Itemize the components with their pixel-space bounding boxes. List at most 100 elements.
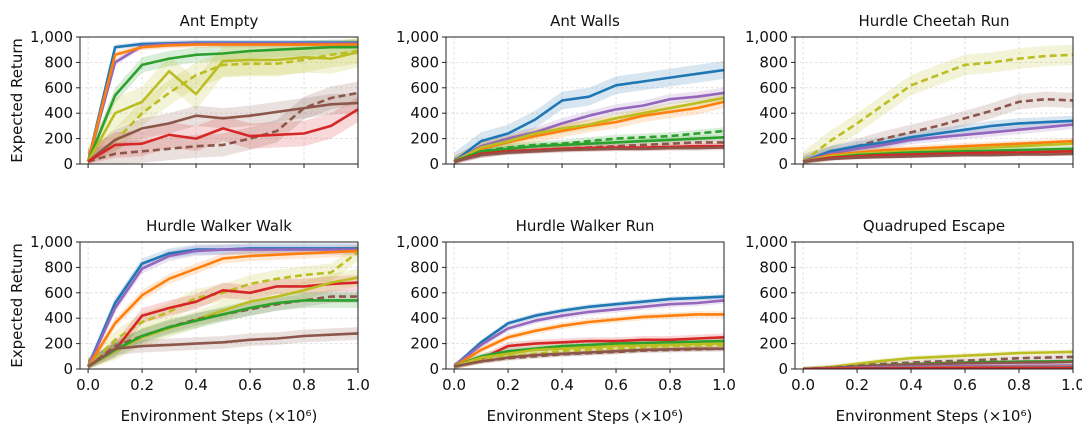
panel-5: 0 200 400 600 800 1,000 0.0 0.2 0.4 0.6 0.8 1.0 Hurd… [396,217,736,425]
confidence-band-olive_dashed [88,38,358,164]
panel-title: Hurdle Cheetah Run [859,12,1010,30]
panel-title: Hurdle Walker Walk [146,217,292,235]
series-line-brown_dashed [87,91,358,163]
x-axis-title: Environment Steps (×10⁶) [836,407,1033,425]
x-tick-label: 0.4 [899,376,923,394]
panel-title: Quadruped Escape [863,217,1005,235]
x-tick-label: 1.0 [712,376,736,394]
series-group [803,349,1073,369]
y-tick-label: 400 [759,104,788,122]
x-tick-label: 0.0 [442,376,466,394]
x-axis-title: Environment Steps (×10⁶) [487,407,684,425]
y-tick-label: 400 [759,309,788,327]
y-tick-label: 1,000 [745,28,788,46]
y-tick-label: 200 [410,335,439,353]
series-line-brown [87,332,358,368]
panel-3: 0 200 400 600 800 1,000 Hurdle Cheetah Run [745,12,1074,173]
y-tick-label: 0 [429,360,439,378]
y-axis-title: Expected Return [8,243,26,368]
plot-frame [79,36,359,165]
panel-2: 0 200 400 600 800 1,000 Ant Walls [396,12,725,173]
y-tick-label: 200 [759,130,788,148]
panel-title: Ant Walls [550,12,620,30]
series-line-olive [453,96,724,163]
y-tick-label: 800 [410,258,439,276]
confidence-band-olive_dashed [88,243,358,369]
y-axis-title: Expected Return [8,38,26,163]
y-tick-label: 1,000 [30,28,73,46]
x-axis-title: Environment Steps (×10⁶) [121,407,318,425]
series-line-brown [453,146,724,163]
y-tick-label: 800 [759,53,788,71]
series-line-brown [802,152,1073,163]
y-tick-label: 0 [63,155,73,173]
y-tick-label: 0 [778,360,788,378]
series-line-red [87,281,358,368]
confidence-band-blue [454,61,724,164]
x-tick-label: 0.2 [845,376,869,394]
y-tick-label: 200 [759,335,788,353]
y-tick-label: 400 [410,104,439,122]
y-tick-label: 1,000 [30,233,73,251]
confidence-band-brown_dashed [88,290,358,369]
x-tick-label: 1.0 [1061,376,1082,394]
x-tick-label: 0.0 [76,376,100,394]
series-line-blue [453,295,724,368]
panel-4: 0 200 400 600 800 1,000 0.0 0.2 0.4 0.6 0.8 1.0 Hurd… [8,217,370,425]
series-line-green [453,339,724,368]
series-line-brown [87,101,358,163]
y-tick-label: 800 [44,53,73,71]
x-tick-label: 0.8 [292,376,316,394]
y-tick-label: 800 [410,53,439,71]
series-line-red [453,336,724,368]
confidence-band-brown_dashed [88,81,358,164]
x-tick-label: 0.8 [1007,376,1031,394]
y-tick-label: 600 [44,284,73,302]
y-tick-label: 0 [63,360,73,378]
series-line-purple [86,248,358,368]
confidence-band-blue [454,294,724,369]
y-tick-label: 400 [44,104,73,122]
y-tick-label: 600 [410,79,439,97]
y-tick-label: 600 [759,79,788,97]
series-line-orange [86,249,358,368]
y-tick-label: 400 [410,309,439,327]
series-line-orange [86,43,358,162]
confidence-band-brown [454,346,724,369]
confidence-band-olive_dashed [803,44,1073,164]
x-tick-label: 0.6 [238,376,262,394]
panel-title: Hurdle Walker Run [516,217,655,235]
confidence-band-green_dashed [454,127,724,164]
x-tick-label: 0.6 [953,376,977,394]
series-group [453,61,724,164]
confidence-band-blue [803,115,1073,164]
y-tick-label: 1,000 [745,233,788,251]
panel-title: Ant Empty [180,12,259,30]
series-line-red [87,108,358,163]
y-tick-label: 600 [410,284,439,302]
series-line-blue [802,119,1073,163]
plot-frame [794,241,1074,370]
series-group [453,294,724,369]
confidence-band-olive [88,37,358,164]
x-tick-label: 0.4 [550,376,574,394]
series-line-orange [453,313,724,368]
y-tick-label: 600 [759,284,788,302]
y-tick-label: 1,000 [396,233,439,251]
series-line-purple [802,123,1073,163]
y-tick-label: 0 [778,155,788,173]
series-line-blue [453,68,724,163]
series-line-green [87,299,358,368]
y-tick-label: 1,000 [396,28,439,46]
series-line-purple [453,91,724,163]
series-group [86,243,358,369]
series-group [86,37,358,164]
x-tick-label: 0.2 [496,376,520,394]
y-tick-label: 200 [44,130,73,148]
series-line-olive [803,350,1073,369]
confidence-band-brown_dashed [454,346,724,369]
y-tick-label: 400 [44,309,73,327]
y-tick-label: 600 [44,79,73,97]
series-group [802,44,1073,164]
